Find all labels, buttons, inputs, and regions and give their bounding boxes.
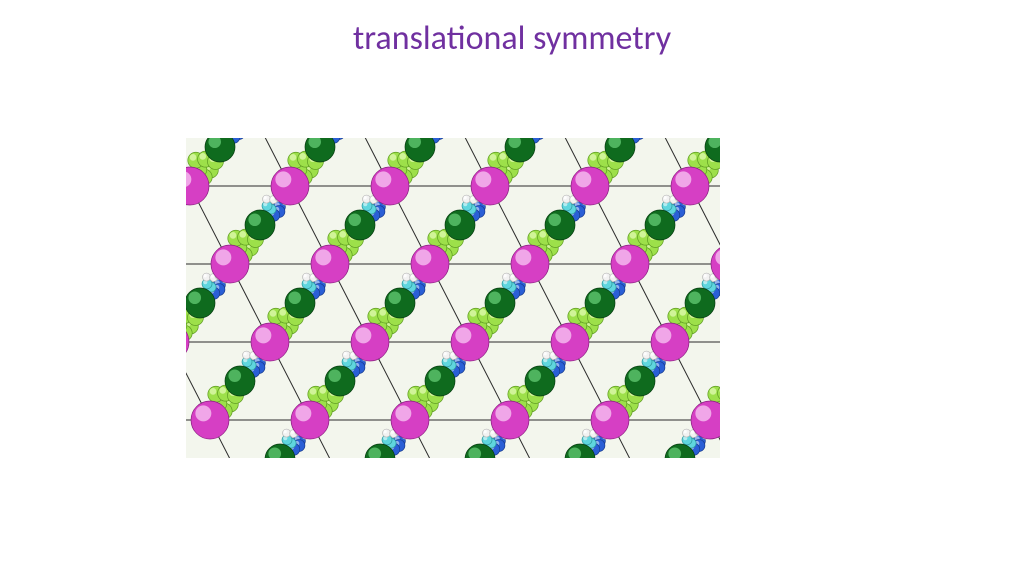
dark-green-atom: [245, 210, 275, 240]
magenta-atom: [471, 167, 509, 205]
lattice-svg: [186, 138, 720, 458]
dark-green-atom: [545, 210, 575, 240]
dark-green-atom: [225, 366, 255, 396]
dark-green-atom: [645, 210, 675, 240]
magenta-atom: [451, 323, 489, 361]
magenta-atom: [671, 167, 709, 205]
dark-green-atom: [285, 288, 315, 318]
dark-green-atom: [345, 210, 375, 240]
magenta-atom: [311, 245, 349, 283]
dark-green-atom: [685, 288, 715, 318]
magenta-atom: [371, 167, 409, 205]
dark-green-atom: [385, 288, 415, 318]
magenta-atom: [551, 323, 589, 361]
slide-title: translational symmetry: [0, 18, 1024, 59]
magenta-atom: [271, 167, 309, 205]
dark-green-atom: [186, 288, 215, 318]
magenta-atom: [191, 401, 229, 439]
magenta-atom: [291, 401, 329, 439]
dark-green-atom: [425, 366, 455, 396]
dark-green-atom: [525, 366, 555, 396]
dark-green-atom: [585, 288, 615, 318]
magenta-atom: [571, 167, 609, 205]
magenta-atom: [611, 245, 649, 283]
magenta-atom: [351, 323, 389, 361]
magenta-atom: [491, 401, 529, 439]
magenta-atom: [591, 401, 629, 439]
magenta-atom: [651, 323, 689, 361]
slide: translational symmetry: [0, 0, 1024, 576]
dark-green-atom: [625, 366, 655, 396]
lattice-figure: [186, 138, 720, 458]
magenta-atom: [511, 245, 549, 283]
dark-green-atom: [445, 210, 475, 240]
magenta-atom: [251, 323, 289, 361]
magenta-atom: [211, 245, 249, 283]
magenta-atom: [411, 245, 449, 283]
dark-green-atom: [485, 288, 515, 318]
dark-green-atom: [325, 366, 355, 396]
magenta-atom: [391, 401, 429, 439]
